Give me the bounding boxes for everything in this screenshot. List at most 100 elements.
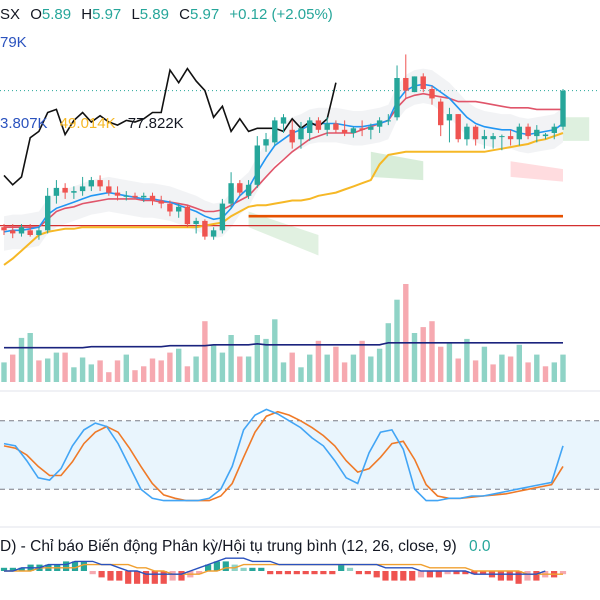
candle-down [455,114,461,140]
macd-hist-negative [524,571,531,581]
macd-hist-negative [142,571,150,584]
macd-hist-negative [196,571,203,575]
candle-up [123,195,129,197]
volume-bar-up [123,354,129,382]
macd-panel[interactable] [0,557,567,584]
macd-hist-positive [222,561,229,571]
volume-bar-up [560,354,566,382]
ohlc-legend: SX O5.89 H5.97 L5.89 C5.97 +0.12 (+2.05%… [0,6,333,24]
candle-up [254,145,260,185]
macd-hist-negative [417,571,425,578]
macd-hist-negative [382,571,389,581]
volume-bar-up [394,299,400,382]
candle-down [237,183,243,193]
candle-down [27,230,33,235]
volume-value-3: 77.822K [127,115,184,132]
volume-bar-down [525,362,531,382]
candle-down [184,206,191,225]
macd-hist-positive [338,564,345,571]
macd-hist-negative [497,571,504,581]
candle-down [62,187,68,193]
volume-bar-down [114,360,121,382]
candle-up [141,195,147,198]
candle-up [516,126,522,140]
candle-up [45,195,51,231]
candle-down [341,129,348,133]
volume-bar-up [376,348,383,382]
candle-down [1,227,7,231]
macd-hist-positive [205,564,212,571]
candle-down [97,180,103,187]
macd-hist-negative [178,571,185,581]
high-label: H [81,6,93,23]
macd-hist-negative [426,571,433,578]
volume-bar-up [1,362,7,382]
volume-bar-up [219,352,226,382]
volume-bar-up [53,352,60,382]
volume-panel[interactable] [0,284,600,392]
macd-hist-negative [116,571,123,581]
volume-bar-down [429,321,435,382]
volume-bar-down [438,346,444,382]
macd-legend-tail: 0.0 [468,538,491,555]
open-label: O [30,6,42,23]
volume-bar-up [368,356,374,382]
candle-down [359,128,365,130]
volume-bar-down [158,360,164,382]
macd-hist-negative [151,571,158,584]
candle-up [324,123,330,130]
candle-up [176,206,182,212]
envelope-band [4,68,563,251]
volume-ma-line [4,341,563,349]
macd-hist-negative [293,571,300,575]
volume-bar-up [298,367,304,382]
candle-down [149,195,156,201]
macd-signal-line [4,563,563,575]
volume-bar-up [193,356,199,382]
volume-value-2: 49.014K [59,115,116,132]
volume-bar-down [472,360,479,382]
volume-bar-down [184,366,191,382]
cloud-red [510,161,563,182]
volume-bar-up [79,357,86,382]
volume-bar-down [10,354,16,382]
candle-down [202,220,208,237]
volume-bar-down [237,356,243,382]
candle-up [280,117,287,124]
macd-hist-negative [444,571,451,575]
high-value: 5.97 [92,6,122,23]
volume-bar-down [542,366,549,382]
price-panel[interactable] [0,54,600,266]
volume-bar-up [481,346,488,382]
macd-hist-negative [320,571,327,575]
candle-up [534,129,540,137]
stochastic-panel[interactable] [0,408,600,528]
candle-up [219,203,226,231]
macd-line [4,557,546,575]
volume-bar-up [263,338,269,382]
macd-hist-negative [400,571,407,581]
candle-up [263,139,269,146]
macd-hist-negative [471,571,478,575]
candle-up [18,227,25,234]
volume-bar-down [315,340,322,382]
volume-bar-down [132,370,138,382]
chikou-line [3,67,337,186]
macd-legend: D) - Chỉ báo Biến động Phân kỳ/Hội tụ tr… [0,538,491,556]
volume-bar-up [516,344,522,382]
tenkan-line [3,83,564,233]
macd-hist-negative [276,571,283,575]
stoch-d-line [3,410,564,502]
candle-down [403,78,409,91]
senkou-a-line [3,132,564,266]
macd-hist-negative [169,571,176,581]
macd-hist-positive [63,561,70,571]
candle-down [315,120,322,130]
macd-hist-negative [311,571,318,575]
volume-value-1: 3.807K [0,115,48,132]
candle-up [446,114,453,121]
stoch-k-line [3,408,564,502]
macd-hist-negative [98,571,105,578]
